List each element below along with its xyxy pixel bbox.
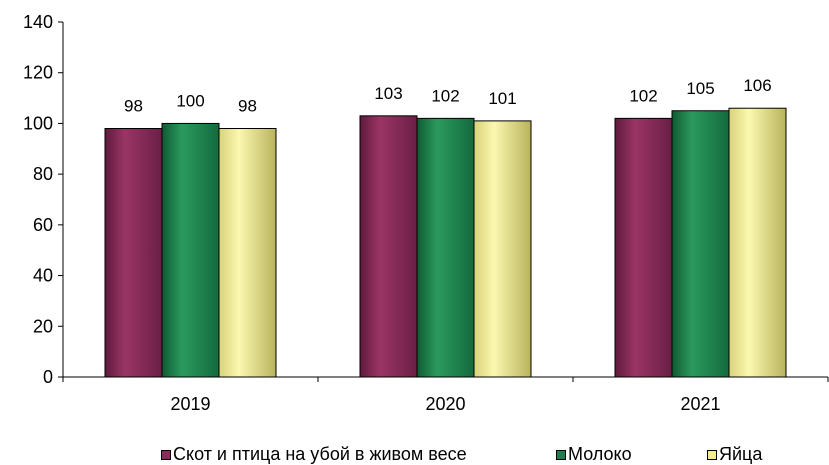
x-tick-label: 2021 — [680, 394, 720, 414]
data-label: 103 — [374, 84, 402, 103]
data-label: 98 — [238, 97, 257, 116]
bar — [473, 120, 532, 378]
data-label: 102 — [431, 86, 459, 105]
data-label: 105 — [686, 79, 714, 98]
y-tick-label: 20 — [33, 316, 53, 336]
bar — [359, 115, 418, 378]
y-tick-label: 0 — [43, 367, 53, 387]
data-label: 100 — [176, 91, 204, 110]
y-tick-label: 60 — [33, 215, 53, 235]
x-tick-label: 2019 — [170, 394, 210, 414]
bars — [104, 107, 787, 378]
bar — [104, 128, 163, 378]
legend-swatch-eggs — [707, 449, 717, 460]
data-label: 101 — [488, 89, 516, 108]
legend-swatch-milk — [556, 449, 566, 460]
legend-item-eggs: Яйца — [707, 444, 762, 465]
y-tick-label: 40 — [33, 266, 53, 286]
y-axis: 0 20 40 60 80 100 120 140 — [23, 12, 64, 387]
y-tick-label: 100 — [23, 113, 53, 133]
bar — [416, 117, 475, 378]
bar — [671, 110, 730, 378]
bar-chart: 0 20 40 60 80 100 120 140 2019 2020 2021 98 100 98 1… — [23, 12, 829, 414]
bar — [161, 122, 220, 378]
data-label: 98 — [124, 97, 143, 116]
y-tick-label: 80 — [33, 164, 53, 184]
data-label: 102 — [629, 86, 657, 105]
legend-item-milk: Молоко — [556, 444, 632, 465]
y-tick-label: 140 — [23, 12, 53, 32]
legend-label-eggs: Яйца — [719, 444, 763, 464]
legend-label-milk: Молоко — [568, 444, 632, 464]
x-tick-label: 2020 — [425, 394, 465, 414]
legend: Скот и птица на убой в живом весе Молоко… — [0, 444, 829, 464]
bar — [614, 117, 673, 378]
legend-swatch-livestock — [161, 449, 171, 460]
data-labels: 98 100 98 103 102 101 102 105 106 — [124, 76, 772, 115]
bar — [218, 128, 277, 378]
legend-item-livestock: Скот и птица на убой в живом весе — [161, 444, 467, 465]
y-tick-label: 120 — [23, 63, 53, 83]
legend-label-livestock: Скот и птица на убой в живом весе — [173, 444, 467, 464]
data-label: 106 — [743, 76, 771, 95]
x-axis: 2019 2020 2021 — [62, 376, 829, 414]
bar — [728, 107, 787, 378]
